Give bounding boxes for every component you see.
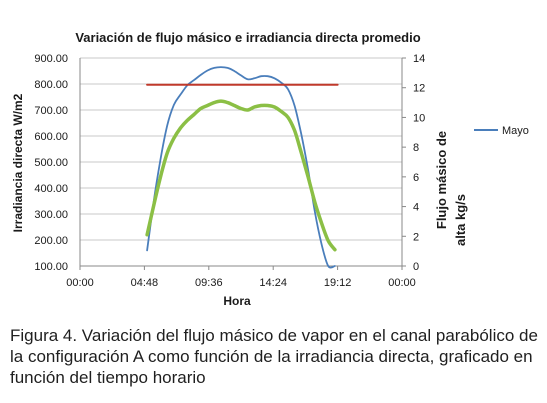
y-right-tick-label: 10 (413, 112, 425, 124)
x-tick-label: 00:00 (66, 277, 94, 289)
y-right-axis-label-line-1: Flujo másico de (434, 131, 449, 229)
series-line-flow-mass (145, 99, 337, 252)
y-left-tick-label: 100.00 (34, 261, 68, 273)
y-right-tick-label: 0 (413, 261, 419, 273)
y-left-tick-label: 600.00 (34, 131, 68, 143)
y-left-tick-label: 400.00 (34, 183, 68, 195)
y-left-axis-label: Irradiancia directa W/m2 (11, 93, 25, 232)
tick-labels: 100.00 200.00 300.00 400.00 500.00 600.00 700.… (34, 53, 425, 289)
chart-background (0, 0, 547, 320)
y-right-tick-label: 8 (413, 142, 419, 154)
y-left-tick-label: 700.00 (34, 105, 68, 117)
legend-label-mayo: Mayo (502, 125, 529, 137)
y-right-tick-label: 4 (413, 202, 419, 214)
x-tick-label: 09:36 (195, 277, 223, 289)
x-tick-label: 14:24 (259, 277, 287, 289)
x-tick-label: 04:48 (131, 277, 159, 289)
y-left-tick-label: 500.00 (34, 157, 68, 169)
series-layer (145, 66, 339, 269)
y-right-tick-label: 14 (413, 53, 425, 65)
series-line-mayo-irradiance (146, 66, 336, 269)
grid (80, 57, 402, 267)
x-tick-label: 00:00 (388, 277, 416, 289)
y-right-tick-label: 2 (413, 231, 419, 243)
x-axis-label: Hora (223, 294, 251, 308)
y-left-tick-label: 300.00 (34, 209, 68, 221)
axes (79, 57, 406, 270)
x-tick-label: 19:12 (324, 277, 352, 289)
chart: Variación de flujo másico e irradiancia … (0, 0, 547, 320)
figure-caption: Figura 4. Variación del flujo másico de … (10, 326, 538, 387)
y-right-axis-label-line-2: alta kg/s (453, 194, 468, 246)
y-right-tick-label: 12 (413, 83, 425, 95)
chart-title: Variación de flujo másico e irradiancia … (75, 30, 420, 45)
y-left-tick-label: 900.00 (34, 53, 68, 65)
y-left-tick-label: 800.00 (34, 79, 68, 91)
y-left-tick-label: 200.00 (34, 235, 68, 247)
legend: Mayo (474, 125, 529, 137)
y-right-tick-label: 6 (413, 172, 419, 184)
